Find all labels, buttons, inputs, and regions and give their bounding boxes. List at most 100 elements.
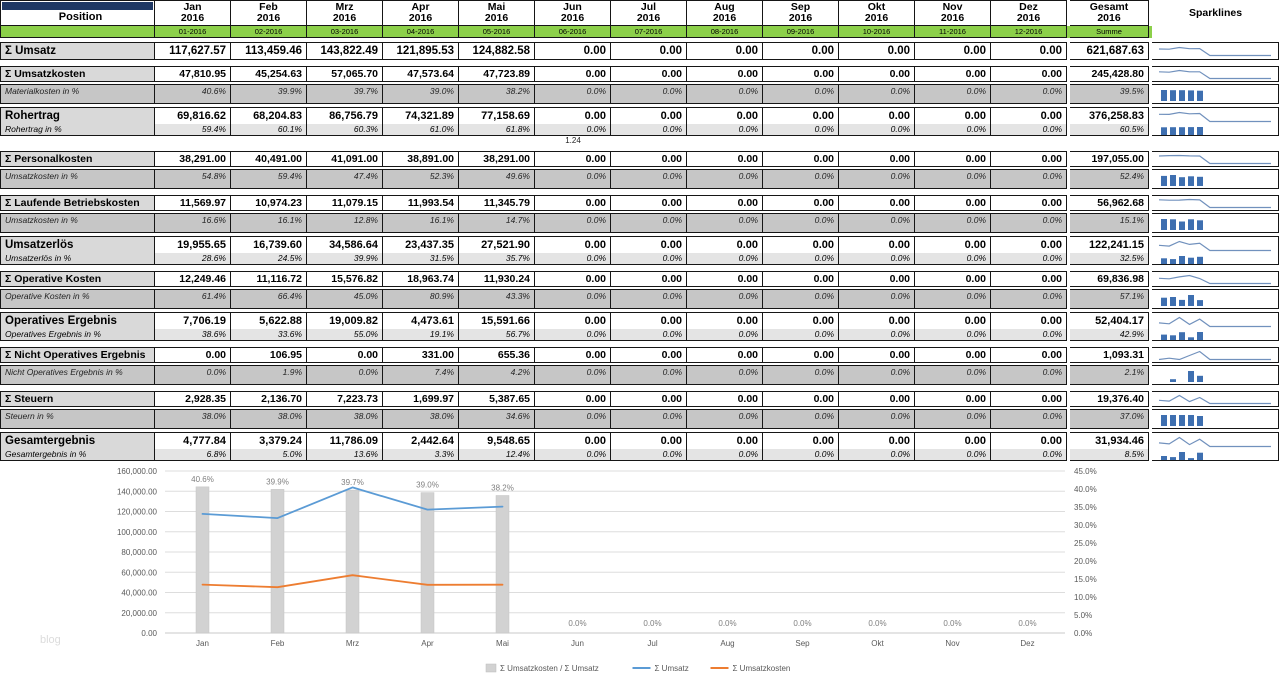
value-cell[interactable]: 0.0% <box>611 289 687 309</box>
pct-value-cell[interactable]: 0.0% <box>763 253 839 265</box>
month-header-sep[interactable]: Sep 2016 <box>763 0 839 26</box>
value-cell[interactable]: 0.00 <box>687 271 763 287</box>
pct-value-cell[interactable]: 28.6% <box>155 253 231 265</box>
pct-value-cell[interactable]: 0.0% <box>915 449 991 461</box>
value-cell[interactable]: 0.0% <box>611 213 687 233</box>
month-code[interactable]: 06-2016 <box>535 26 611 38</box>
value-cell[interactable]: 0.0% <box>915 365 991 385</box>
position-cell[interactable]: Nicht Operatives Ergebnis in % <box>0 365 155 385</box>
value-cell[interactable]: 12.8% <box>307 213 383 233</box>
pct-value-cell[interactable]: 0.0% <box>611 253 687 265</box>
value-cell[interactable]: 0.00 <box>535 107 611 124</box>
value-cell[interactable]: 0.00 <box>915 195 991 211</box>
value-cell[interactable]: 0.0% <box>839 169 915 189</box>
value-cell[interactable]: 0.00 <box>155 347 231 363</box>
pct-value-cell[interactable]: 0.0% <box>915 329 991 341</box>
value-cell[interactable]: 40,491.00 <box>231 151 307 167</box>
value-cell[interactable]: 47.4% <box>307 169 383 189</box>
pct-value-cell[interactable]: 0.0% <box>915 124 991 136</box>
position-subcell[interactable]: Rohertrag in % <box>0 124 155 136</box>
value-cell[interactable]: 0.00 <box>611 66 687 82</box>
position-subcell[interactable]: Gesamtergebnis in % <box>0 449 155 461</box>
value-cell[interactable]: 0.0% <box>611 409 687 429</box>
value-cell[interactable]: 0.00 <box>611 107 687 124</box>
position-cell[interactable]: Σ Nicht Operatives Ergebnis <box>0 347 155 363</box>
pct-value-cell[interactable]: 12.4% <box>459 449 535 461</box>
value-cell[interactable]: 0.00 <box>535 271 611 287</box>
value-cell[interactable]: 0.00 <box>915 312 991 329</box>
value-cell[interactable]: 10,974.23 <box>231 195 307 211</box>
month-header-mrz[interactable]: Mrz 2016 <box>307 0 383 26</box>
month-code[interactable]: 10-2016 <box>839 26 915 38</box>
value-cell[interactable]: 68,204.83 <box>231 107 307 124</box>
value-cell[interactable]: 38.0% <box>155 409 231 429</box>
value-cell[interactable]: 34,586.64 <box>307 236 383 253</box>
value-cell[interactable]: 15,576.82 <box>307 271 383 287</box>
value-cell[interactable]: 59.4% <box>231 169 307 189</box>
total-cell[interactable]: 52.4% <box>1070 169 1149 189</box>
value-cell[interactable]: 0.00 <box>915 66 991 82</box>
value-cell[interactable]: 0.0% <box>155 365 231 385</box>
value-cell[interactable]: 0.00 <box>763 107 839 124</box>
pct-value-cell[interactable]: 24.5% <box>231 253 307 265</box>
pct-value-cell[interactable]: 0.0% <box>839 253 915 265</box>
value-cell[interactable]: 77,158.69 <box>459 107 535 124</box>
value-cell[interactable]: 0.0% <box>763 213 839 233</box>
pct-value-cell[interactable]: 6.8% <box>155 449 231 461</box>
value-cell[interactable]: 0.00 <box>763 151 839 167</box>
value-cell[interactable]: 0.00 <box>991 195 1067 211</box>
value-cell[interactable]: 0.00 <box>839 66 915 82</box>
value-cell[interactable]: 39.7% <box>307 84 383 104</box>
value-cell[interactable]: 80.9% <box>383 289 459 309</box>
value-cell[interactable]: 39.0% <box>383 84 459 104</box>
value-cell[interactable]: 0.00 <box>839 312 915 329</box>
value-cell[interactable]: 2,442.64 <box>383 432 459 449</box>
position-cell[interactable]: Steuern in % <box>0 409 155 429</box>
value-cell[interactable]: 0.0% <box>991 169 1067 189</box>
position-cell[interactable]: Σ Operative Kosten <box>0 271 155 287</box>
value-cell[interactable]: 0.00 <box>687 151 763 167</box>
pct-value-cell[interactable]: 0.0% <box>763 124 839 136</box>
pct-value-cell[interactable]: 0.0% <box>535 449 611 461</box>
value-cell[interactable]: 9,548.65 <box>459 432 535 449</box>
total-cell[interactable]: 56,962.68 <box>1070 195 1149 211</box>
value-cell[interactable]: 0.00 <box>687 236 763 253</box>
total-cell[interactable]: 621,687.63 <box>1070 42 1149 60</box>
value-cell[interactable]: 47,573.64 <box>383 66 459 82</box>
pct-value-cell[interactable]: 60.1% <box>231 124 307 136</box>
value-cell[interactable]: 0.0% <box>307 365 383 385</box>
total-cell[interactable]: 122,241.15 <box>1070 236 1149 253</box>
value-cell[interactable]: 0.00 <box>611 347 687 363</box>
position-cell[interactable]: Rohertrag <box>0 107 155 124</box>
value-cell[interactable]: 7,706.19 <box>155 312 231 329</box>
value-cell[interactable]: 0.0% <box>687 289 763 309</box>
value-cell[interactable]: 11,993.54 <box>383 195 459 211</box>
value-cell[interactable]: 0.00 <box>535 66 611 82</box>
value-cell[interactable]: 0.0% <box>611 169 687 189</box>
value-cell[interactable]: 0.0% <box>991 213 1067 233</box>
value-cell[interactable]: 39.9% <box>231 84 307 104</box>
pct-value-cell[interactable]: 0.0% <box>915 253 991 265</box>
value-cell[interactable]: 0.00 <box>763 42 839 60</box>
pct-value-cell[interactable]: 38.6% <box>155 329 231 341</box>
value-cell[interactable]: 0.0% <box>763 169 839 189</box>
value-cell[interactable]: 0.00 <box>611 151 687 167</box>
value-cell[interactable]: 0.00 <box>611 432 687 449</box>
value-cell[interactable]: 0.0% <box>535 169 611 189</box>
value-cell[interactable]: 0.00 <box>991 236 1067 253</box>
value-cell[interactable]: 0.00 <box>611 236 687 253</box>
position-cell[interactable]: Σ Laufende Betriebskosten <box>0 195 155 211</box>
month-header-apr[interactable]: Apr 2016 <box>383 0 459 26</box>
position-cell[interactable]: Σ Personalkosten <box>0 151 155 167</box>
month-header-aug[interactable]: Aug 2016 <box>687 0 763 26</box>
value-cell[interactable]: 0.0% <box>687 213 763 233</box>
value-cell[interactable]: 0.00 <box>763 347 839 363</box>
value-cell[interactable]: 0.00 <box>839 347 915 363</box>
value-cell[interactable]: 54.8% <box>155 169 231 189</box>
position-cell[interactable]: Σ Steuern <box>0 391 155 407</box>
value-cell[interactable]: 0.00 <box>611 391 687 407</box>
value-cell[interactable]: 0.00 <box>839 195 915 211</box>
position-header[interactable]: Position <box>0 0 155 26</box>
value-cell[interactable]: 16,739.60 <box>231 236 307 253</box>
position-cell[interactable]: Umsatzerlös <box>0 236 155 253</box>
